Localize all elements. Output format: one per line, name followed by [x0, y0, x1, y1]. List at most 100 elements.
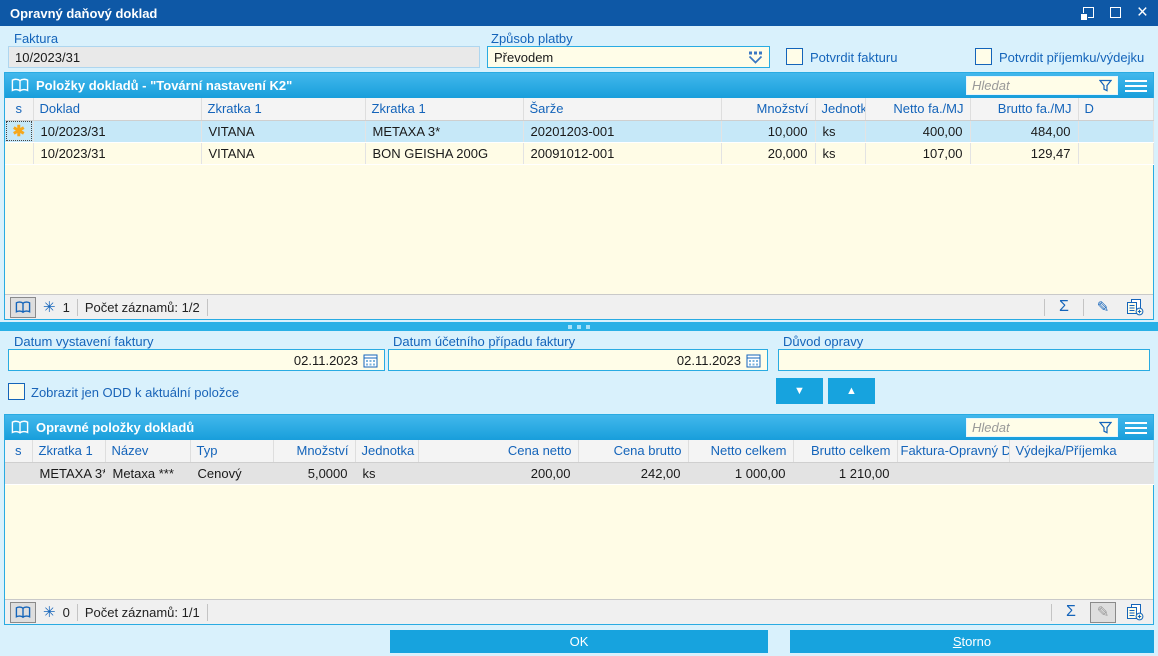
items-table: s Doklad Zkratka 1 Zkratka 1 Šarže Množs… [5, 98, 1154, 165]
storno-button[interactable]: Storno [790, 630, 1154, 653]
close-button[interactable]: × [1136, 2, 1148, 23]
correction-reason-label: Důvod opravy [783, 334, 864, 349]
col-header-cena-brutto[interactable]: Cena brutto [578, 440, 689, 463]
edit-icon: ✎ [1096, 299, 1110, 316]
cell-jednotka: ks [355, 462, 419, 485]
book-view-button[interactable] [10, 296, 36, 318]
col-header-brutto-mj[interactable]: Brutto fa./MJ [970, 98, 1079, 121]
cell-d [1078, 142, 1154, 165]
table-row[interactable]: METAXA 3* Metaxa *** Cenový 5,0000 ks 20… [5, 462, 1154, 485]
ok-button-label: OK [569, 634, 589, 649]
restore-icon [1079, 6, 1094, 21]
records-count: Počet záznamů: 1/1 [84, 604, 200, 620]
book-icon [15, 300, 31, 313]
confirm-invoice-label: Potvrdit fakturu [810, 50, 898, 65]
close-icon: × [1136, 2, 1148, 23]
col-header-typ[interactable]: Typ [190, 440, 274, 463]
cell-sarze: 20091012-001 [523, 142, 722, 165]
corrections-menu-button[interactable] [1125, 418, 1147, 437]
book-view-button[interactable] [10, 601, 36, 623]
filter-icon[interactable] [1099, 79, 1112, 92]
col-header-sarze[interactable]: Šarže [523, 98, 722, 121]
cell-typ: Cenový [190, 462, 274, 485]
table-row[interactable]: 10/2023/31 VITANA BON GEISHA 200G 200910… [5, 142, 1154, 165]
col-header-brutto-celkem[interactable]: Brutto celkem [793, 440, 898, 463]
col-header-doklad[interactable]: Doklad [33, 98, 202, 121]
cell-jednotka: ks [815, 142, 866, 165]
restore-button[interactable] [1079, 6, 1094, 21]
filter-icon[interactable] [1099, 421, 1112, 434]
confirm-invoice-checkbox[interactable] [786, 48, 803, 65]
edit-button[interactable]: ✎ [1090, 297, 1116, 318]
col-header-netto-celkem[interactable]: Netto celkem [688, 440, 794, 463]
calendar-icon[interactable] [363, 353, 378, 368]
changed-records-icon: ✳ [43, 299, 56, 316]
new-record-button[interactable] [1122, 297, 1148, 318]
cell-cena-netto: 200,00 [418, 462, 579, 485]
corrections-search-input[interactable]: Hledat [966, 418, 1118, 437]
correction-reason-input[interactable] [778, 349, 1150, 371]
col-header-jednotka[interactable]: Jednotka [815, 98, 866, 121]
cell-marker: ✱ [5, 120, 34, 143]
col-header-faktura-odd[interactable]: Faktura-Opravný DD [897, 440, 1010, 463]
cell-zkratka1: METAXA 3* [32, 462, 106, 485]
payment-method-label: Způsob platby [491, 31, 573, 46]
sum-button[interactable]: Σ [1058, 602, 1084, 623]
payment-method-combo[interactable]: Převodem [487, 46, 770, 68]
cell-sarze: 20201203-001 [523, 120, 722, 143]
row-marker-icon: ✱ [12, 123, 26, 140]
storno-button-label: Storno [952, 634, 992, 649]
panel-splitter[interactable] [0, 322, 1158, 331]
col-header-netto-mj[interactable]: Netto fa./MJ [865, 98, 971, 121]
menu-icon [1125, 421, 1147, 424]
arrow-up-icon: ▲ [846, 384, 857, 397]
col-header-cena-netto[interactable]: Cena netto [418, 440, 579, 463]
calendar-icon[interactable] [746, 353, 761, 368]
table-row[interactable]: ✱ 10/2023/31 VITANA METAXA 3* 20201203-0… [5, 120, 1154, 143]
book-icon [11, 420, 29, 434]
issue-date-label: Datum vystavení faktury [14, 334, 154, 349]
search-placeholder: Hledat [972, 78, 1010, 93]
col-header-zkratka1b[interactable]: Zkratka 1 [365, 98, 524, 121]
col-header-zkratka1[interactable]: Zkratka 1 [201, 98, 366, 121]
issue-date-input[interactable]: 02.11.2023 [8, 349, 385, 371]
confirm-receipt-label: Potvrdit příjemku/výdejku [999, 50, 1145, 65]
show-odd-checkbox[interactable] [8, 383, 25, 400]
cell-brutto-mj: 484,00 [970, 120, 1079, 143]
faktura-label: Faktura [14, 31, 59, 46]
col-header-mnozstvi[interactable]: Množství [273, 440, 356, 463]
confirm-receipt-checkbox[interactable] [975, 48, 992, 65]
move-up-button[interactable]: ▲ [828, 378, 875, 404]
cell-vydejka-prijemka [1009, 462, 1154, 485]
cell-zkratka1: VITANA [201, 142, 366, 165]
items-search-input[interactable]: Hledat [966, 76, 1118, 95]
new-record-icon [1127, 603, 1144, 620]
col-header-jednotka[interactable]: Jednotka [355, 440, 419, 463]
cell-mnozstvi: 10,000 [721, 120, 816, 143]
edit-button[interactable]: ✎ [1090, 601, 1116, 623]
corrections-panel-title: Opravné položky dokladů [36, 420, 195, 435]
corrections-table-empty-area [5, 484, 1153, 599]
items-menu-button[interactable] [1125, 76, 1147, 95]
col-header-d[interactable]: D [1078, 98, 1154, 121]
accounting-date-input[interactable]: 02.11.2023 [388, 349, 768, 371]
col-header-nazev[interactable]: Název [105, 440, 191, 463]
move-down-button[interactable]: ▼ [776, 378, 823, 404]
items-panel-title: Položky dokladů - "Tovární nastavení K2" [36, 78, 293, 93]
payment-method-value: Převodem [494, 49, 554, 65]
ok-button[interactable]: OK [390, 630, 768, 653]
col-header-vydejka-prijemka[interactable]: Výdejka/Příjemka [1009, 440, 1154, 463]
dropdown-icon[interactable] [748, 51, 763, 64]
sum-button[interactable]: Σ [1051, 297, 1077, 318]
col-header-mnozstvi[interactable]: Množství [721, 98, 816, 121]
maximize-button[interactable] [1109, 6, 1121, 21]
cell-d [1078, 120, 1154, 143]
cell-zkratka1b: METAXA 3* [365, 120, 524, 143]
menu-icon [1125, 79, 1147, 82]
col-header-s[interactable]: s [5, 98, 34, 121]
col-header-s[interactable]: s [5, 440, 33, 463]
show-odd-label: Zobrazit jen ODD k aktuální položce [31, 385, 240, 400]
new-record-button[interactable] [1122, 602, 1148, 623]
col-header-zkratka1[interactable]: Zkratka 1 [32, 440, 106, 463]
cell-brutto-mj: 129,47 [970, 142, 1079, 165]
